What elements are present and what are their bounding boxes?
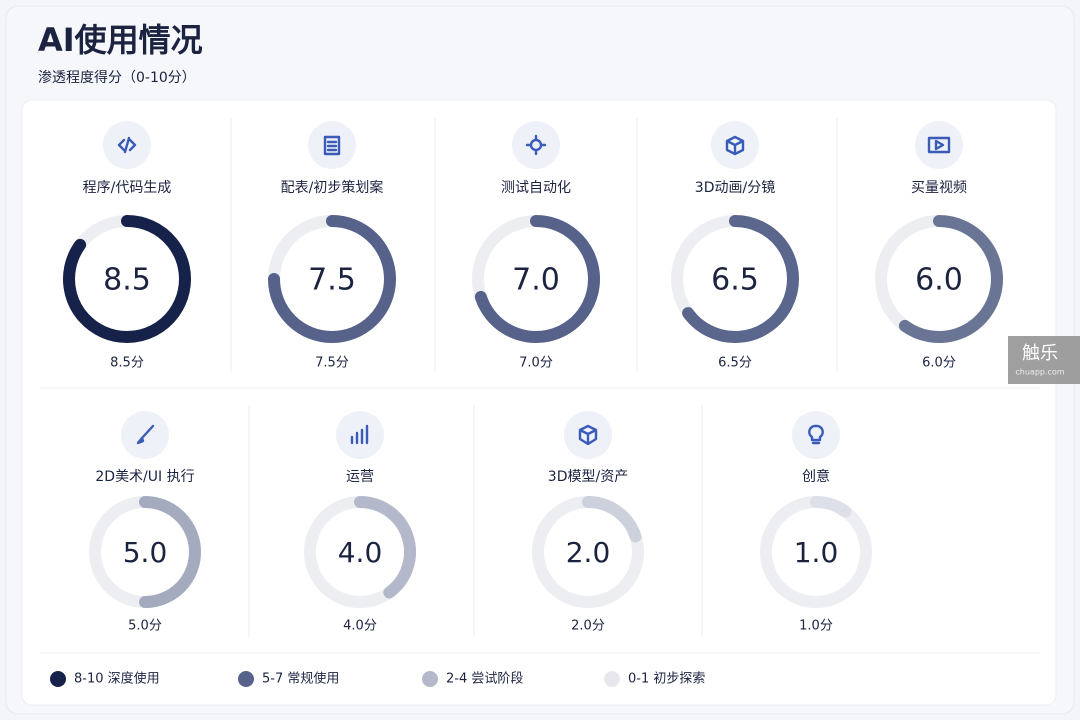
legend-swatch	[238, 671, 254, 687]
gauge-value: 7.0	[512, 263, 560, 298]
watermark: 触乐 chuapp.com	[1008, 336, 1080, 384]
gauge-arc	[268, 215, 396, 343]
icon	[323, 135, 341, 156]
legend-item: 2-4 尝试阶段	[422, 671, 523, 687]
category-label: 2D美术/UI 执行	[95, 469, 194, 485]
category-label: 运营	[346, 469, 374, 485]
icon-bg	[792, 411, 840, 459]
icon-bg	[512, 121, 560, 169]
gauge-arc	[474, 215, 600, 343]
gauge-value: 2.0	[566, 536, 611, 569]
category-label: 买量视频	[911, 180, 967, 196]
icon	[808, 424, 824, 445]
gauge-arc	[810, 496, 852, 518]
gauge-arc	[582, 496, 642, 543]
icon	[525, 134, 547, 156]
gauge-arc	[354, 496, 416, 599]
watermark-text: 触乐	[1022, 343, 1058, 364]
icon	[725, 135, 745, 156]
value-caption: 1.0分	[799, 619, 833, 634]
gauge-value: 6.5	[711, 263, 759, 298]
value-caption: 2.0分	[571, 619, 605, 634]
value-caption: 8.5分	[110, 356, 144, 371]
value-caption: 6.0分	[922, 356, 956, 371]
gauge-value: 4.0	[338, 536, 383, 569]
legend-item: 5-7 常规使用	[238, 671, 339, 687]
gauge-item: 配表/初步策划案 7.5 7.5分	[268, 121, 396, 371]
value-caption: 6.5分	[718, 356, 752, 371]
icon	[578, 424, 598, 446]
value-caption: 5.0分	[128, 619, 162, 634]
gauge-arc	[682, 215, 799, 343]
value-caption: 7.5分	[315, 356, 349, 371]
legend-label: 8-10 深度使用	[74, 671, 160, 687]
gauge-value: 5.0	[123, 536, 168, 569]
icon-bg	[336, 411, 384, 459]
category-label: 配表/初步策划案	[281, 179, 384, 196]
gauge-item: 创意 1.0 1.0分	[760, 411, 872, 634]
category-label: 3D模型/资产	[548, 469, 628, 485]
gauge-value: 7.5	[308, 263, 356, 298]
value-caption: 4.0分	[343, 619, 377, 634]
legend-swatch	[604, 671, 620, 687]
category-label: 3D动画/分镜	[695, 180, 775, 196]
gauge-item: 测试自动化 7.0 7.0分	[472, 121, 600, 371]
legend-label: 2-4 尝试阶段	[446, 672, 523, 687]
legend-label: 5-7 常规使用	[262, 671, 339, 687]
legend-swatch	[422, 671, 438, 687]
gauge-item: 程序/代码生成 8.5 8.5分	[63, 121, 191, 371]
category-label: 测试自动化	[501, 180, 571, 196]
gauge-item: 运营 4.0 4.0分	[304, 411, 416, 634]
title: AI使用情况	[38, 21, 203, 59]
gauge-arc	[63, 215, 191, 343]
gauge-item: 3D动画/分镜 6.5 6.5分	[671, 121, 799, 371]
category-label: 程序/代码生成	[83, 180, 172, 196]
watermark-bg	[1008, 336, 1080, 384]
category-label: 创意	[802, 468, 830, 485]
value-caption: 7.0分	[519, 356, 553, 371]
watermark-url: chuapp.com	[1015, 368, 1064, 377]
icon	[136, 424, 155, 445]
gauge-value: 6.0	[915, 263, 963, 298]
gauge-arc	[898, 215, 1003, 343]
gauge-arc	[139, 496, 201, 608]
icon	[927, 136, 951, 154]
gauge-item: 3D模型/资产 2.0 2.0分	[532, 411, 644, 634]
legend-swatch	[50, 671, 66, 687]
gauge-value: 8.5	[103, 263, 151, 298]
gauge-item: 2D美术/UI 执行 5.0 5.0分	[89, 411, 201, 634]
gauge-value: 1.0	[794, 536, 839, 569]
legend-label: 0-1 初步探索	[628, 672, 705, 687]
icon	[117, 136, 137, 154]
icon-bg	[915, 121, 963, 169]
gauge-item: 买量视频 6.0 6.0分	[875, 121, 1003, 371]
legend-item: 0-1 初步探索	[604, 671, 705, 687]
subtitle: 渗透程度得分（0-10分）	[38, 69, 196, 86]
legend-item: 8-10 深度使用	[50, 671, 160, 687]
icon	[350, 424, 369, 445]
